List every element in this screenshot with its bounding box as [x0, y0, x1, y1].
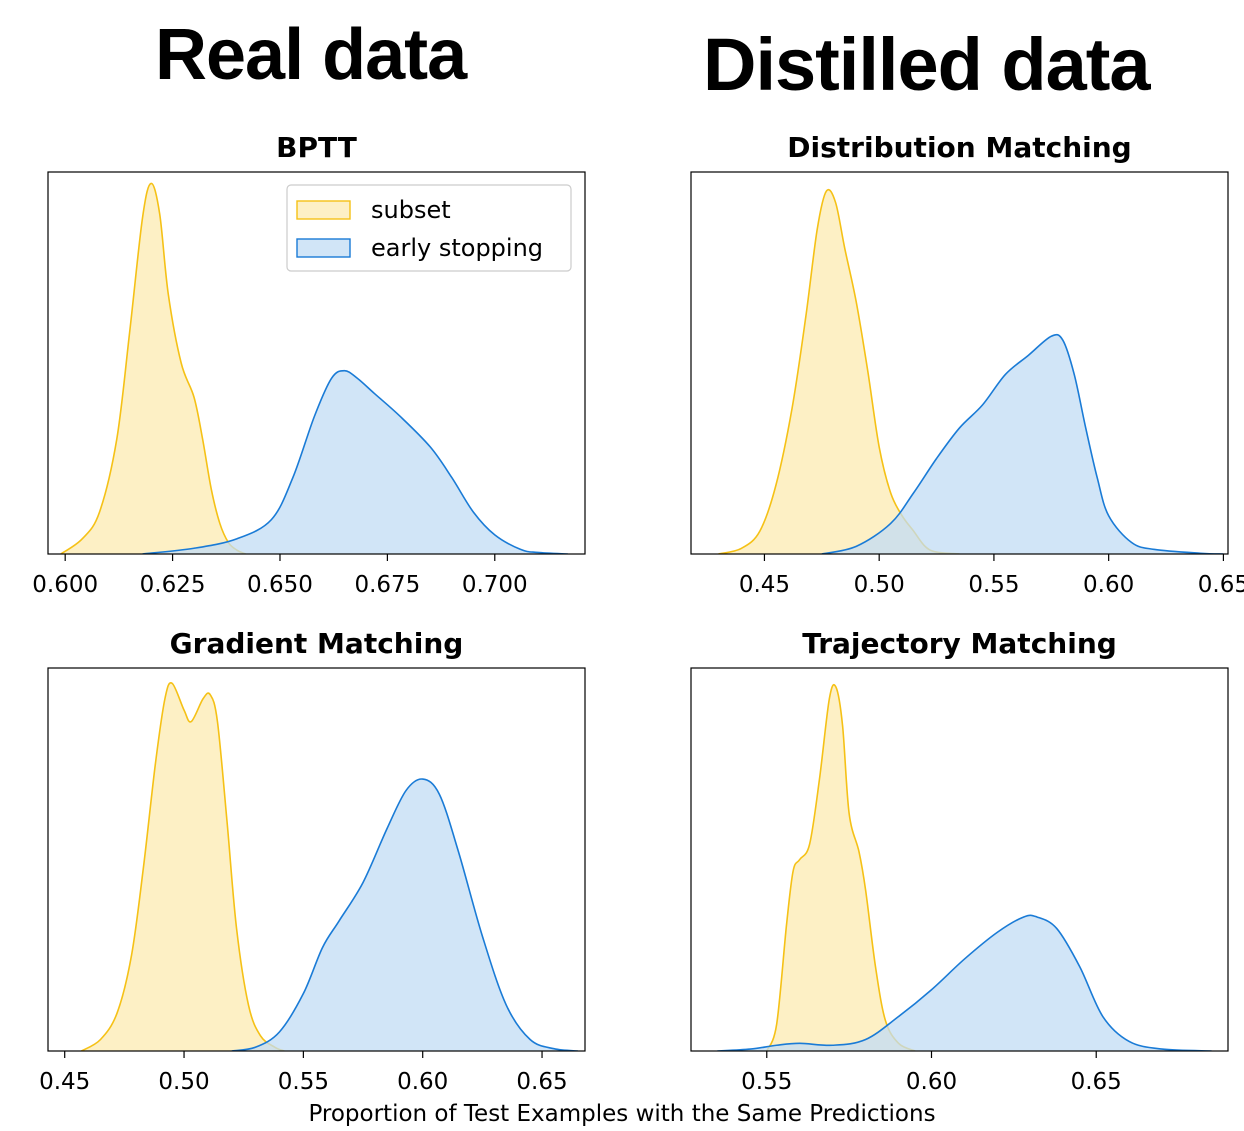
kde-line-early-stopping — [142, 369, 568, 554]
real-data-header: Real data — [155, 15, 467, 95]
kde-fill-subset — [718, 189, 960, 554]
kde-fill-early-stopping — [142, 370, 568, 554]
axes-frame — [690, 171, 1229, 555]
panel-gradient-matching: Gradient Matching 0.45 0.50 0.55 0.60 0.65 — [39, 627, 586, 1095]
axes-frame — [690, 667, 1229, 1052]
kde-line-subset — [80, 682, 285, 1051]
kde-line-early-stopping — [717, 914, 1212, 1051]
x-tick-label: 0.60 — [906, 1069, 957, 1095]
plot-area-trajectory-matching — [717, 683, 1212, 1051]
x-tick-label: 0.60 — [397, 1069, 448, 1095]
x-tick-label: 0.45 — [739, 572, 790, 598]
x-tick-label: 0.625 — [140, 572, 206, 598]
kde-fill-early-stopping — [231, 779, 578, 1051]
axes-frame — [47, 667, 586, 1052]
kde-line-early-stopping — [231, 778, 578, 1051]
kde-line-early-stopping — [821, 333, 1224, 554]
x-tick-label: 0.65 — [1198, 572, 1244, 598]
plot-area-gradient-matching — [80, 682, 578, 1051]
x-tick-label: 0.45 — [39, 1069, 90, 1095]
x-tick-label: 0.60 — [1083, 572, 1134, 598]
kde-fill-subset — [60, 183, 246, 554]
distilled-data-header: Distilled data — [703, 23, 1151, 106]
panel-distribution-matching: Distribution Matching 0.45 0.50 0.55 0.60 0.6… — [690, 131, 1244, 598]
legend-label-subset: subset — [371, 196, 451, 224]
kde-fill-early-stopping — [717, 915, 1212, 1051]
panel-title-gradient-matching: Gradient Matching — [170, 627, 464, 660]
kde-line-subset — [766, 683, 916, 1051]
x-tick-label: 0.55 — [278, 1069, 329, 1095]
x-tick-label: 0.50 — [854, 572, 905, 598]
panel-bptt: BPTT 0.600 0.625 0.650 0.675 0.700 subset early… — [32, 131, 586, 598]
kde-line-subset — [60, 182, 246, 554]
x-tick-label: 0.700 — [462, 572, 528, 598]
shared-x-axis-label: Proportion of Test Examples with the Sam… — [308, 1101, 936, 1127]
plot-area-bptt — [60, 182, 568, 554]
legend-swatch-subset — [296, 200, 351, 220]
kde-fill-subset — [81, 682, 285, 1051]
axes-frame — [47, 171, 586, 555]
panel-title-distribution-matching: Distribution Matching — [787, 131, 1131, 164]
legend-label-early-stopping: early stopping — [371, 234, 543, 262]
panel-title-trajectory-matching: Trajectory Matching — [802, 627, 1117, 660]
x-tick-label: 0.50 — [158, 1069, 209, 1095]
x-tick-label: 0.55 — [741, 1069, 792, 1095]
x-tick-label: 0.65 — [516, 1069, 567, 1095]
x-tick-label: 0.650 — [247, 572, 313, 598]
x-tick-label: 0.600 — [32, 572, 98, 598]
x-tick-label: 0.55 — [968, 572, 1019, 598]
legend-swatch-early-stopping — [296, 238, 351, 258]
legend: subset early stopping — [286, 184, 572, 272]
panel-trajectory-matching: Trajectory Matching 0.55 0.60 0.65 — [690, 627, 1229, 1095]
x-tick-label: 0.675 — [354, 572, 420, 598]
kde-fill-early-stopping — [821, 334, 1224, 554]
kde-fill-subset — [766, 684, 916, 1051]
plot-area-distribution-matching — [718, 188, 1224, 554]
panel-title-bptt: BPTT — [276, 131, 357, 164]
legend-box — [286, 184, 572, 272]
x-tick-label: 0.65 — [1071, 1069, 1122, 1095]
